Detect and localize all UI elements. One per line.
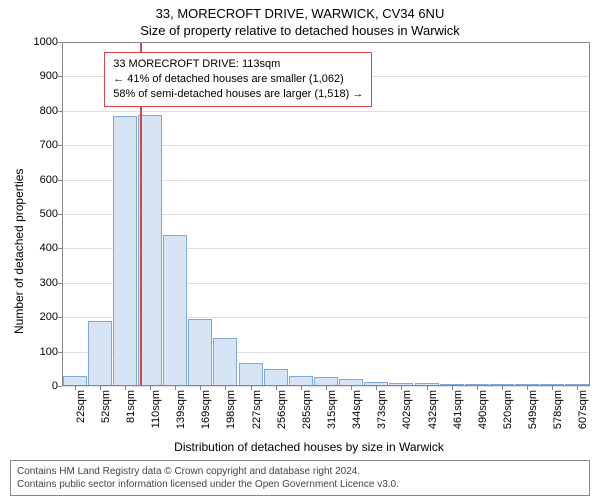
x-tick-label: 315sqm — [326, 390, 338, 429]
y-tick-label: 900 — [28, 70, 58, 82]
y-tick-label: 700 — [28, 139, 58, 151]
plot-area: 01002003004005006007008009001000 33 MORE… — [62, 42, 590, 386]
y-tick-label: 100 — [28, 346, 58, 358]
y-tick-label: 400 — [28, 242, 58, 254]
x-tick-label: 169sqm — [200, 390, 212, 429]
footer-line2: Contains public sector information licen… — [17, 478, 583, 491]
x-tick-label: 227sqm — [251, 390, 263, 429]
x-tick-label: 490sqm — [477, 390, 489, 429]
x-tick-label: 81sqm — [125, 390, 137, 423]
x-tick-label: 607sqm — [577, 390, 589, 429]
x-tick-label: 578sqm — [552, 390, 564, 429]
chart-area: Number of detached properties 0100200300… — [10, 42, 590, 460]
y-tick-label: 800 — [28, 105, 58, 117]
y-tick-label: 500 — [28, 208, 58, 220]
y-tick-label: 600 — [28, 174, 58, 186]
x-tick-label: 520sqm — [502, 390, 514, 429]
footer-line1: Contains HM Land Registry data © Crown c… — [17, 465, 583, 478]
x-tick-label: 549sqm — [527, 390, 539, 429]
x-tick-label: 432sqm — [427, 390, 439, 429]
x-tick-label: 52sqm — [100, 390, 112, 423]
y-tick-label: 200 — [28, 311, 58, 323]
x-tick-label: 461sqm — [452, 390, 464, 429]
chart-title-main: 33, MORECROFT DRIVE, WARWICK, CV34 6NU — [10, 6, 590, 21]
x-tick-label: 344sqm — [351, 390, 363, 429]
plot-border — [62, 42, 590, 386]
x-tick-label: 22sqm — [75, 390, 87, 423]
x-tick-label: 373sqm — [376, 390, 388, 429]
y-tick-label: 0 — [28, 380, 58, 392]
x-tick-label: 139sqm — [175, 390, 187, 429]
x-tick-label: 402sqm — [401, 390, 413, 429]
x-ticks: 22sqm 52sqm 81sqm 110sqm 139sqm 169sqm 198sqm 2… — [62, 386, 590, 438]
y-ticks: 01002003004005006007008009001000 — [28, 42, 58, 386]
x-tick-label: 198sqm — [225, 390, 237, 429]
chart-title-sub: Size of property relative to detached ho… — [10, 23, 590, 38]
y-tick-label: 300 — [28, 277, 58, 289]
y-tick-label: 1000 — [28, 36, 58, 48]
y-axis-label: Number of detached properties — [10, 42, 28, 460]
x-tick-label: 285sqm — [301, 390, 313, 429]
footer-attribution: Contains HM Land Registry data © Crown c… — [10, 460, 590, 496]
x-tick-label: 256sqm — [276, 390, 288, 429]
x-tick-label: 110sqm — [150, 390, 162, 428]
x-axis-label: Distribution of detached houses by size … — [28, 440, 590, 454]
